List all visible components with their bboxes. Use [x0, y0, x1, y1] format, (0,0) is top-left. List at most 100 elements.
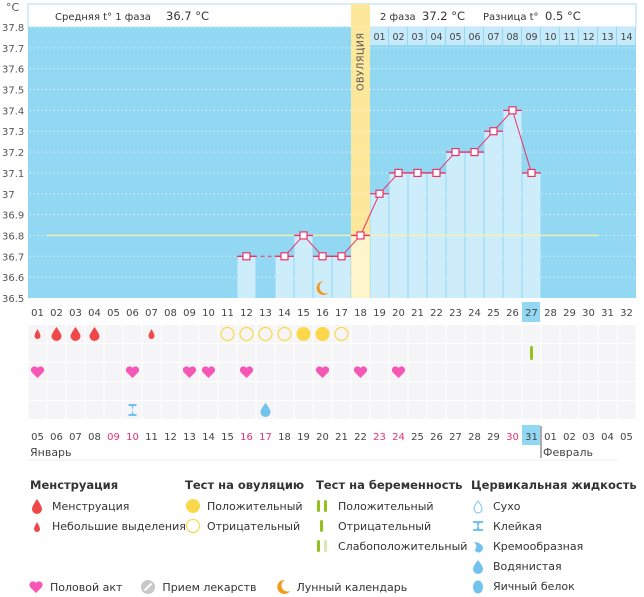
grid-cell: [446, 325, 465, 343]
temperature-bar: [446, 152, 465, 298]
grid-cell: [142, 382, 161, 400]
grid-cell: [351, 344, 370, 362]
grid-cell: [522, 382, 541, 400]
cycle-day-label: 05: [107, 308, 120, 319]
grid-cell: [465, 363, 484, 381]
y-tick-label: 37.4: [2, 106, 24, 117]
grid-cell: [446, 382, 465, 400]
phase2-day-cell: [560, 27, 578, 45]
temperature-bar: [465, 152, 484, 298]
diff-label: Разница t°: [483, 12, 539, 23]
menstruation-drop-icon: [89, 327, 100, 342]
calendar-date-label: 13: [183, 432, 196, 443]
grid-cell: [313, 382, 332, 400]
grid-cell: [598, 325, 617, 343]
phase2-day-cell: [503, 27, 521, 45]
cycle-day-label: 27: [525, 308, 538, 319]
cycle-day-label: 20: [392, 308, 405, 319]
ovulation-label: ОВУЛЯЦИЯ: [356, 32, 367, 91]
grid-cell: [617, 382, 636, 400]
temperature-point: [299, 231, 308, 240]
calendar-date-label: 04: [601, 432, 614, 443]
temperature-point: [356, 231, 365, 240]
phase2-day-label: 12: [582, 32, 594, 43]
grid-cell: [313, 401, 332, 419]
phase2-day-cell: [522, 27, 540, 45]
temperature-bar: [294, 235, 313, 298]
grid-cell: [294, 401, 313, 419]
two-bars-icon: [316, 497, 338, 515]
grid-cell: [85, 363, 104, 381]
grid-cell: [332, 382, 351, 400]
grid-cell: [104, 344, 123, 362]
legend-label: Клейкая: [493, 519, 542, 533]
calendar-date-label: 30: [506, 432, 519, 443]
grid-cell: [484, 325, 503, 343]
grid-cell: [218, 363, 237, 381]
legend-label: Половой акт: [50, 580, 123, 594]
phase2-day-label: 04: [430, 32, 442, 43]
grid-cell: [66, 344, 85, 362]
grid-cell: [503, 401, 522, 419]
grid-cell: [161, 325, 180, 343]
calendar-date-label: 16: [240, 432, 253, 443]
calendar-date-label: 19: [297, 432, 310, 443]
current-day-highlight: [522, 302, 540, 322]
grid-cell: [351, 382, 370, 400]
legend-item-pregnancy-negative: Отрицательный: [316, 516, 467, 536]
legend-title: Цервикальная жидкость: [471, 478, 637, 492]
grid-cell: [275, 363, 294, 381]
egg-white-icon: [471, 577, 493, 595]
legend-menstruation: Менструация Менструация Небольшие выделе…: [30, 478, 186, 536]
legend-item-creamy: Кремообразная: [471, 536, 637, 556]
grid-cell: [408, 344, 427, 362]
y-tick-label: 37.5: [2, 86, 24, 97]
grid-cell: [66, 363, 85, 381]
grid-cell: [218, 401, 237, 419]
heart-icon: [201, 366, 216, 378]
cycle-day-label: 22: [430, 308, 443, 319]
today-highlight: [522, 425, 540, 445]
one-bar-icon: [316, 517, 338, 535]
grid-cell: [123, 382, 142, 400]
grid-cell: [294, 363, 313, 381]
cycle-day-label: 11: [221, 308, 234, 319]
calendar-date-label: 15: [221, 432, 234, 443]
grid-cell: [275, 382, 294, 400]
phase2-day-label: 09: [525, 32, 537, 43]
cycle-day-label: 26: [506, 308, 519, 319]
ovulation-test-negative-icon: [277, 326, 292, 342]
temperature-bar: [332, 256, 351, 298]
grid-cell: [579, 325, 598, 343]
grid-cell: [579, 401, 598, 419]
legend-item-moon: Лунный календарь: [275, 577, 407, 597]
faint-bars-icon: [316, 537, 338, 555]
grid-cell: [560, 344, 579, 362]
diff-value: 0.5 °C: [545, 9, 581, 23]
legend-item-egg-white: Яичный белок: [471, 576, 637, 596]
grid-cell: [47, 363, 66, 381]
y-tick-label: 37.1: [2, 169, 24, 180]
phase2-day-label: 14: [620, 32, 632, 43]
grid-cell: [598, 401, 617, 419]
temperature-point: [375, 189, 384, 198]
phase2-day-cell: [598, 27, 616, 45]
calendar-date-label: 05: [620, 432, 633, 443]
grid-cell: [389, 325, 408, 343]
grid-cell: [28, 401, 47, 419]
phase1-value: 36.7 °C: [166, 9, 209, 23]
legend-title: Менструация: [30, 478, 119, 492]
calendar-date-label: 24: [392, 432, 405, 443]
grid-cell: [503, 363, 522, 381]
month-label: Февраль: [543, 446, 593, 459]
grid-cell: [218, 344, 237, 362]
heart-icon: [28, 578, 50, 596]
grid-cell: [123, 325, 142, 343]
grid-cell: [351, 401, 370, 419]
grid-cell: [275, 344, 294, 362]
cycle-day-label: 08: [164, 308, 177, 319]
grid-cell: [617, 401, 636, 419]
grid-cell: [142, 344, 161, 362]
legend-label: Положительный: [338, 499, 434, 513]
cycle-day-label: 21: [411, 308, 424, 319]
